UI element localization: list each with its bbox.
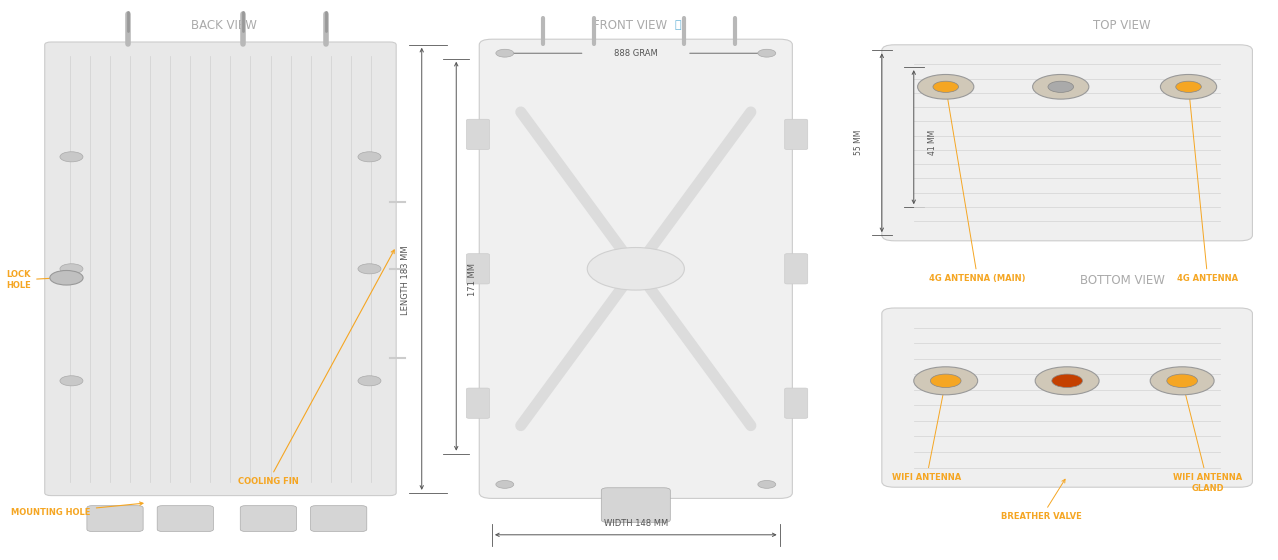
Circle shape — [358, 376, 381, 386]
Circle shape — [1176, 81, 1201, 92]
Text: MOUNTING HOLE: MOUNTING HOLE — [12, 502, 143, 517]
Circle shape — [930, 374, 961, 388]
Text: 888 GRAM: 888 GRAM — [613, 49, 658, 58]
Text: ⧉: ⧉ — [675, 20, 681, 30]
Circle shape — [1033, 74, 1089, 99]
Text: WIFI ANTENNA: WIFI ANTENNA — [892, 385, 961, 482]
FancyBboxPatch shape — [466, 254, 489, 284]
FancyBboxPatch shape — [466, 119, 489, 150]
FancyBboxPatch shape — [157, 506, 213, 531]
Circle shape — [758, 49, 776, 57]
Text: 41 MM: 41 MM — [928, 130, 938, 156]
Text: TOP VIEW: TOP VIEW — [1093, 18, 1151, 32]
Circle shape — [914, 367, 978, 395]
Text: LOCK
HOLE: LOCK HOLE — [6, 270, 58, 290]
FancyBboxPatch shape — [882, 308, 1252, 487]
Text: 55 MM: 55 MM — [854, 130, 864, 156]
FancyBboxPatch shape — [785, 254, 808, 284]
Text: 4G ANTENNA: 4G ANTENNA — [1177, 91, 1238, 283]
Circle shape — [758, 480, 776, 488]
FancyBboxPatch shape — [882, 45, 1252, 241]
FancyBboxPatch shape — [601, 488, 670, 522]
Circle shape — [60, 376, 83, 386]
Circle shape — [496, 480, 514, 488]
Circle shape — [1150, 367, 1214, 395]
Circle shape — [933, 81, 958, 92]
Circle shape — [1048, 81, 1074, 92]
Circle shape — [1160, 74, 1217, 99]
Text: FRONT VIEW: FRONT VIEW — [593, 18, 667, 32]
Text: WIFI ANTENNA
GLAND: WIFI ANTENNA GLAND — [1173, 385, 1242, 493]
Circle shape — [60, 264, 83, 274]
FancyBboxPatch shape — [785, 388, 808, 418]
Circle shape — [358, 264, 381, 274]
Text: BREATHER VALVE: BREATHER VALVE — [1001, 479, 1082, 521]
FancyBboxPatch shape — [466, 388, 489, 418]
Text: 171 MM: 171 MM — [468, 264, 478, 296]
Text: BOTTOM VIEW: BOTTOM VIEW — [1080, 273, 1164, 287]
Circle shape — [60, 152, 83, 162]
Text: COOLING FIN: COOLING FIN — [238, 250, 394, 486]
Circle shape — [496, 49, 514, 57]
Circle shape — [918, 74, 974, 99]
Text: WIDTH 148 MM: WIDTH 148 MM — [603, 519, 668, 528]
Circle shape — [1167, 374, 1197, 388]
Circle shape — [358, 152, 381, 162]
FancyBboxPatch shape — [45, 42, 396, 496]
Circle shape — [1035, 367, 1099, 395]
Text: LENGTH 183 MM: LENGTH 183 MM — [400, 245, 410, 315]
FancyBboxPatch shape — [785, 119, 808, 150]
FancyBboxPatch shape — [311, 506, 367, 531]
Circle shape — [588, 248, 685, 290]
FancyBboxPatch shape — [479, 39, 792, 498]
FancyBboxPatch shape — [87, 506, 143, 531]
FancyBboxPatch shape — [240, 506, 296, 531]
Circle shape — [1052, 374, 1082, 388]
Circle shape — [50, 270, 83, 285]
Text: 4G ANTENNA (MAIN): 4G ANTENNA (MAIN) — [929, 91, 1026, 283]
Text: BACK VIEW: BACK VIEW — [190, 18, 257, 32]
